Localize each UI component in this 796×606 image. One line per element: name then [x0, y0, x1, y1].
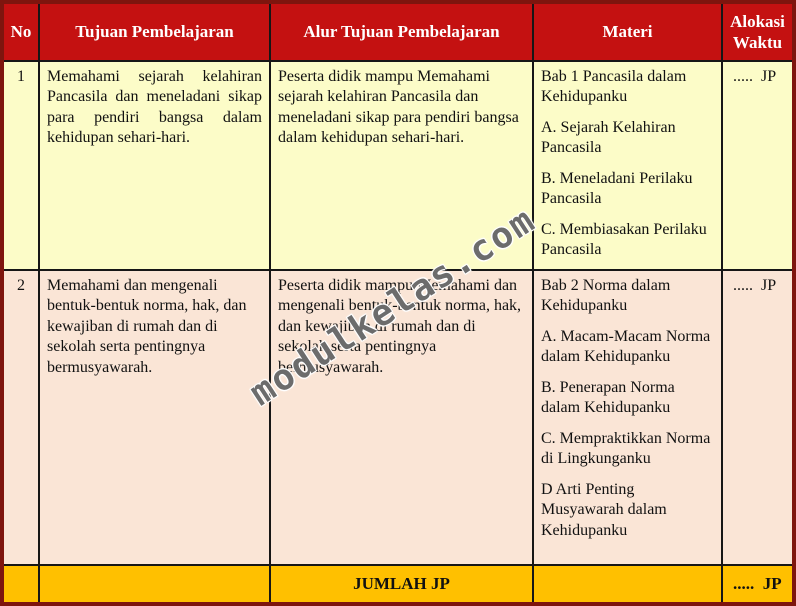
footer-alokasi-waktu: ..... JP	[723, 566, 792, 602]
row2-materi-item: A. Macam-Macam Norma dalam Kehidupanku	[541, 327, 711, 366]
row2-materi-item: C. Mempraktikkan Norma di Lingkunganku	[541, 429, 711, 468]
row1-number: 1	[4, 62, 40, 271]
header-no: No	[4, 4, 40, 62]
row1-tujuan: Memahami sejarah kelahiran Pancasila dan…	[40, 62, 271, 271]
header-materi: Materi	[534, 4, 723, 62]
row1-materi-item: B. Meneladani Perilaku Pancasila	[541, 169, 693, 208]
header-tujuan-pembelajaran: Tujuan Pembelajaran	[40, 4, 271, 62]
header-alokasi-waktu: Alokasi Waktu	[723, 4, 792, 62]
row2-materi-item: Bab 2 Norma dalam Kehidupanku	[541, 277, 671, 315]
footer-no-cell	[4, 566, 40, 602]
row2-materi: Bab 2 Norma dalam Kehidupanku A. Macam-M…	[534, 271, 723, 566]
row1-materi-item: C. Membiasakan Perilaku Pancasila	[541, 220, 707, 259]
footer-materi-cell	[534, 566, 723, 602]
row1-materi: Bab 1 Pancasila dalam Kehidupanku A. Sej…	[534, 62, 723, 271]
row1-alur: Peserta didik mampu Memahami sejarah kel…	[271, 62, 534, 271]
row1-materi-item: Bab 1 Pancasila dalam Kehidupanku	[541, 68, 687, 106]
row2-materi-item: D Arti Penting Musyawarah dalam Kehidupa…	[541, 480, 667, 539]
footer-jumlah-label: JUMLAH JP	[271, 566, 534, 602]
row2-materi-item: B. Penerapan Norma dalam Kehidupanku	[541, 378, 675, 417]
row2-tujuan: Memahami dan mengenali bentuk-bentuk nor…	[40, 271, 271, 566]
row2-alokasi-waktu: ..... JP	[723, 271, 792, 566]
header-alur-tujuan-pembelajaran: Alur Tujuan Pembelajaran	[271, 4, 534, 62]
footer-tujuan-cell	[40, 566, 271, 602]
row1-alokasi-waktu: ..... JP	[723, 62, 792, 271]
lesson-plan-table: No Tujuan Pembelajaran Alur Tujuan Pembe…	[4, 4, 792, 602]
row2-number: 2	[4, 271, 40, 566]
row2-alur: Peserta didik mampu Memahami dan mengena…	[271, 271, 534, 566]
row1-materi-item: A. Sejarah Kelahiran Pancasila	[541, 118, 676, 157]
